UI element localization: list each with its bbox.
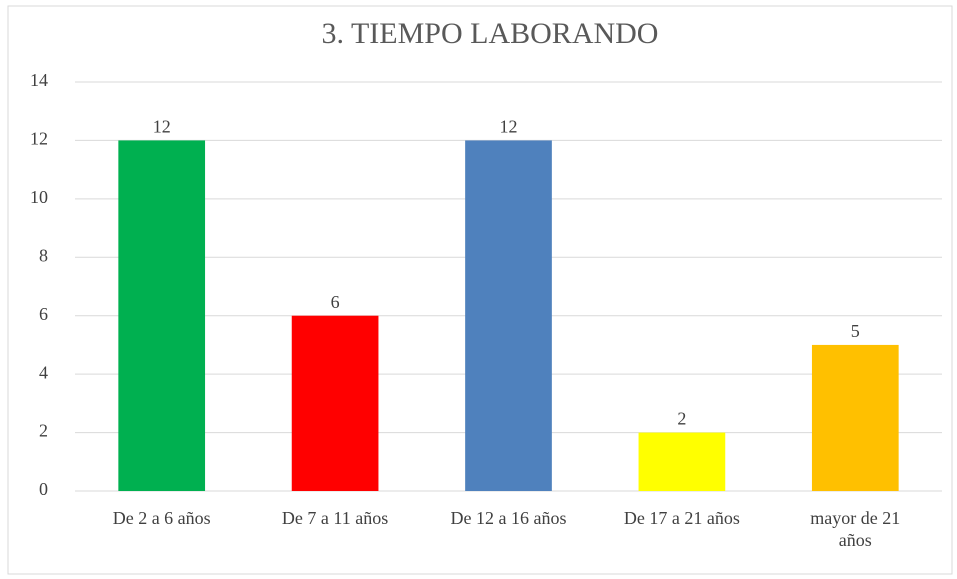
bar — [118, 140, 206, 491]
data-label: 12 — [153, 117, 171, 137]
x-tick-label: De 7 a 11 años — [281, 508, 389, 528]
y-tick-label: 14 — [30, 70, 48, 90]
y-tick-label: 10 — [30, 187, 48, 207]
x-tick-label: De 2 a 6 años — [112, 508, 211, 528]
y-tick-label: 8 — [39, 245, 48, 265]
y-tick-label: 2 — [39, 421, 48, 441]
bar — [291, 315, 379, 491]
y-tick-label: 6 — [39, 304, 48, 324]
bar — [638, 432, 726, 491]
y-tick-label: 12 — [30, 129, 48, 149]
chart-title: 3. TIEMPO LABORANDO — [322, 17, 659, 50]
y-tick-label: 4 — [39, 362, 48, 382]
data-label: 12 — [500, 117, 518, 137]
x-tick-label-box: De 12 a 16 años — [450, 508, 567, 528]
bar — [465, 140, 552, 491]
x-tick-label-box: De 7 a 11 años — [281, 508, 389, 528]
bar — [811, 344, 899, 491]
x-tick-label: mayor de 21 años — [810, 508, 901, 550]
x-tick-label-box: De 2 a 6 años — [112, 508, 211, 528]
x-tick-label: De 12 a 16 años — [450, 508, 567, 528]
data-label: 2 — [677, 409, 686, 429]
x-tick-label-box: De 17 a 21 años — [623, 508, 740, 528]
data-label: 5 — [851, 321, 860, 341]
x-tick-label-box: mayor de 21 años — [810, 508, 901, 550]
data-label: 6 — [331, 292, 340, 312]
x-tick-label: De 17 a 21 años — [623, 508, 740, 528]
y-tick-label: 0 — [39, 479, 48, 499]
